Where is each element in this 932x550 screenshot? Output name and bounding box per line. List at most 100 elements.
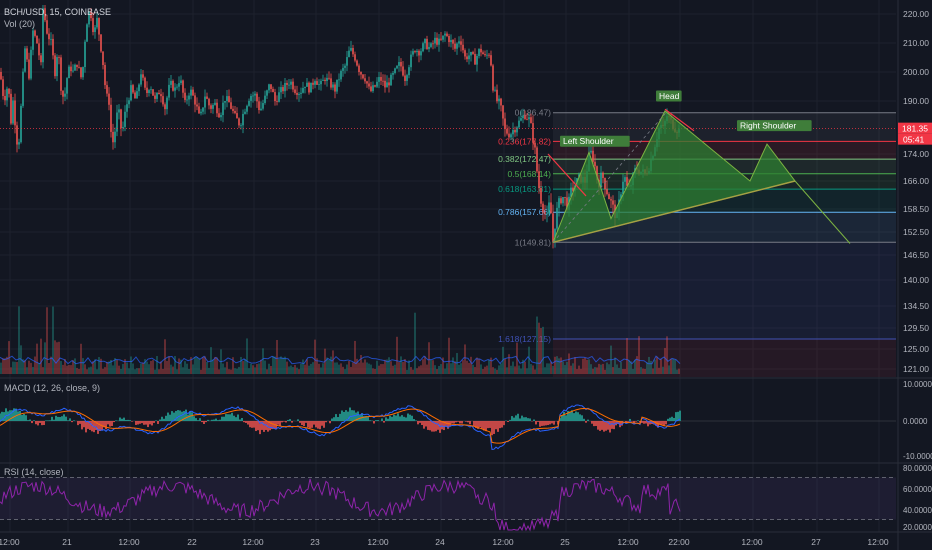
macd-histogram-bar: [171, 411, 173, 421]
candle-body: [142, 74, 144, 78]
candle-body: [248, 100, 250, 106]
macd-histogram-bar: [145, 421, 147, 425]
candle-body: [148, 90, 150, 94]
macd-histogram-bar: [547, 421, 549, 425]
candle-body: [436, 37, 438, 45]
candle-body: [106, 85, 108, 94]
volume-bar: [426, 364, 428, 374]
candle-body: [342, 67, 344, 71]
candle-body: [138, 84, 140, 92]
volume-bar: [126, 362, 128, 374]
rsi-axis-label: 60.0000: [903, 485, 932, 494]
volume-bar: [340, 363, 342, 374]
volume-bar: [368, 363, 370, 374]
time-axis-label: 25: [560, 537, 570, 547]
trend-line-red: [547, 153, 587, 197]
macd-histogram-bar: [337, 417, 339, 421]
volume-bar: [192, 364, 194, 374]
macd-histogram-bar: [497, 421, 499, 432]
rsi-axis-label: 20.0000: [903, 523, 932, 532]
candle-body: [414, 51, 416, 53]
volume-bar: [496, 369, 498, 374]
candle-body: [450, 40, 452, 43]
candle-body: [318, 84, 320, 86]
volume-bar: [388, 357, 390, 374]
candle-body: [40, 55, 42, 63]
volume-bar: [92, 361, 94, 374]
macd-histogram-bar: [585, 421, 587, 423]
macd-histogram-bar: [475, 421, 477, 429]
candle-body: [184, 92, 186, 100]
macd-histogram-bar: [61, 416, 63, 421]
price-axis-label: 190.00: [903, 96, 929, 106]
candle-body: [424, 38, 426, 44]
candle-body: [244, 111, 246, 114]
candle-body: [284, 82, 286, 92]
candle-body: [476, 56, 478, 65]
candle-body: [382, 80, 384, 82]
volume-bar: [560, 357, 562, 374]
volume-bar: [240, 356, 242, 374]
candle-body: [190, 89, 192, 96]
macd-histogram-bar: [385, 417, 387, 421]
macd-histogram-bar: [467, 421, 469, 423]
volume-bar: [234, 368, 236, 374]
macd-histogram-bar: [627, 421, 629, 422]
candle-body: [74, 64, 76, 71]
volume-bar: [402, 362, 404, 374]
macd-histogram-bar: [573, 413, 575, 421]
volume-bar: [102, 368, 104, 374]
macd-histogram-bar: [229, 414, 231, 421]
volume-bar: [276, 339, 278, 374]
volume-bar: [414, 312, 416, 374]
volume-bar: [666, 336, 668, 374]
volume-bar: [528, 346, 530, 374]
fib-level-label: 0.382(172.47): [498, 154, 551, 164]
macd-histogram-bar: [671, 416, 673, 421]
volume-bar: [132, 363, 134, 374]
candle-body: [540, 188, 542, 204]
macd-histogram-bar: [113, 421, 115, 423]
macd-histogram-bar: [383, 421, 385, 423]
volume-bar: [168, 356, 170, 374]
volume-bar: [138, 368, 140, 374]
volume-bar: [554, 356, 556, 374]
volume-bar: [526, 368, 528, 374]
candle-body: [624, 177, 626, 182]
volume-bar: [384, 359, 386, 374]
time-axis-label: 22: [187, 537, 197, 547]
volume-bar: [250, 363, 252, 374]
macd-histogram-bar: [79, 421, 81, 424]
volume-bar: [326, 357, 328, 374]
volume-bar: [70, 365, 72, 374]
candle-body: [146, 87, 148, 94]
macd-histogram-bar: [9, 410, 11, 421]
macd-histogram-bar: [65, 416, 67, 421]
macd-histogram-bar: [667, 418, 669, 421]
volume-bar: [636, 356, 638, 374]
candle-body: [504, 118, 506, 130]
candle-body: [100, 34, 102, 52]
macd-histogram-bar: [279, 421, 281, 427]
volume-bar: [88, 367, 90, 374]
volume-bar: [238, 366, 240, 374]
macd-histogram-bar: [19, 410, 21, 421]
head-shoulders-pattern[interactable]: [552, 110, 796, 244]
macd-histogram-bar: [287, 419, 289, 421]
macd-histogram-bar: [483, 421, 485, 431]
macd-histogram-bar: [675, 412, 677, 421]
volume-bar: [300, 363, 302, 374]
macd-histogram-bar: [619, 421, 621, 428]
macd-histogram-bar: [0, 413, 1, 421]
candle-body: [252, 95, 254, 97]
macd-histogram-bar: [35, 421, 37, 425]
volume-bar: [124, 359, 126, 374]
volume-bar: [302, 359, 304, 374]
macd-histogram-bar: [653, 421, 655, 425]
macd-histogram-bar: [343, 411, 345, 421]
candle-body: [314, 81, 316, 85]
candle-body: [274, 92, 276, 102]
candle-body: [268, 84, 270, 91]
volume-bar: [618, 367, 620, 374]
